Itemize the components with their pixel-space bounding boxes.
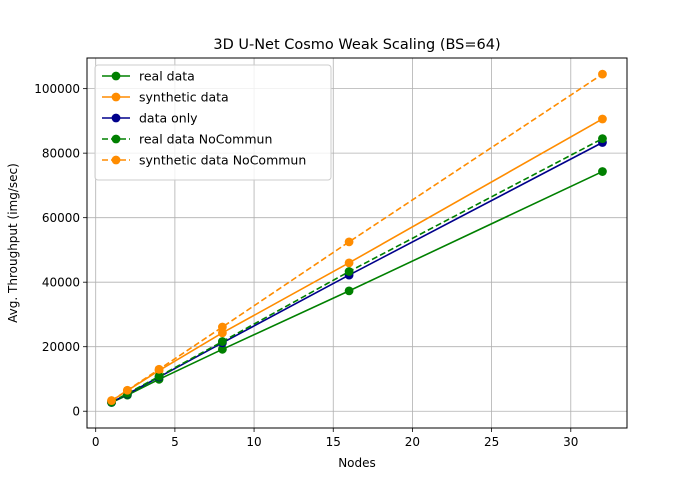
y-tick-label: 80000 bbox=[42, 147, 80, 161]
legend-marker bbox=[111, 113, 121, 123]
y-tick-label: 20000 bbox=[42, 340, 80, 354]
legend: real data synthetic data data only real dat… bbox=[94, 64, 332, 181]
data-point-real-data-nocommun bbox=[598, 134, 607, 144]
legend-label: real data bbox=[139, 69, 195, 84]
data-point-synthetic-data-nocommun bbox=[598, 69, 607, 79]
series-line-real-data-nocommun bbox=[111, 137, 603, 403]
legend-label: synthetic data bbox=[139, 90, 229, 105]
legend-marker bbox=[111, 155, 121, 165]
data-point-synthetic-data bbox=[598, 114, 607, 124]
plot-frame bbox=[86, 57, 628, 429]
data-point-synthetic-data-nocommun bbox=[107, 396, 116, 405]
x-tick-label: 5 bbox=[171, 435, 179, 449]
legend-marker bbox=[111, 71, 121, 81]
data-point-real-data bbox=[217, 344, 227, 354]
y-tick-label: 40000 bbox=[42, 276, 80, 290]
series-line-synthetic-data-nocommun bbox=[111, 73, 603, 402]
data-point-synthetic-data-nocommun bbox=[217, 322, 227, 332]
data-point-real-data bbox=[598, 167, 607, 176]
legend-item-synthetic-data: synthetic data bbox=[102, 90, 229, 105]
data-point-synthetic-data-nocommun bbox=[344, 237, 354, 247]
data-point-real-data-nocommun bbox=[217, 337, 227, 346]
data-point-real-data bbox=[344, 286, 354, 296]
series-synthetic-data-nocommun bbox=[107, 69, 607, 405]
chart-title: 3D U-Net Cosmo Weak Scaling (BS=64) bbox=[213, 37, 500, 53]
x-tick-label: 25 bbox=[484, 435, 499, 449]
legend-label: real data NoCommun bbox=[139, 132, 272, 147]
series-real-data bbox=[107, 167, 607, 407]
axis-ticks: 0 5 10 15 20 25 30 0 20000 40000 60000 80000 100000 bbox=[34, 82, 578, 449]
data-point-real-data-nocommun bbox=[344, 267, 354, 276]
data-point-real-data-nocommun bbox=[154, 371, 164, 381]
x-tick-label: 10 bbox=[246, 435, 261, 449]
x-tick-label: 20 bbox=[405, 435, 420, 449]
legend-item-synthetic-data-nocommun: synthetic data NoCommun bbox=[102, 153, 306, 168]
legend-item-real-data: real data bbox=[102, 69, 195, 84]
legend-item-data-only: data only bbox=[102, 111, 198, 126]
legend-item-real-data-nocommun: real data NoCommun bbox=[102, 132, 272, 147]
legend-marker bbox=[111, 92, 121, 102]
y-axis-label: Avg. Throughput (img/sec) bbox=[6, 163, 20, 323]
x-tick-label: 15 bbox=[326, 435, 341, 449]
series-line-real-data bbox=[111, 170, 603, 404]
x-tick-label: 0 bbox=[92, 435, 100, 449]
x-axis-label: Nodes bbox=[338, 456, 376, 470]
data-point-synthetic-data-nocommun bbox=[154, 364, 164, 374]
legend-label: synthetic data NoCommun bbox=[139, 153, 306, 168]
y-tick-label: 0 bbox=[72, 405, 80, 419]
x-tick-label: 30 bbox=[563, 435, 578, 449]
y-tick-label: 60000 bbox=[42, 211, 80, 225]
data-point-synthetic-data-nocommun bbox=[122, 385, 132, 395]
legend-marker bbox=[111, 134, 121, 144]
y-tick-label: 100000 bbox=[34, 82, 80, 96]
series-line-data-only bbox=[111, 141, 603, 404]
legend-label: data only bbox=[139, 111, 198, 126]
series-group bbox=[107, 69, 607, 407]
legend-frame bbox=[94, 64, 332, 181]
data-point-synthetic-data bbox=[344, 258, 354, 268]
